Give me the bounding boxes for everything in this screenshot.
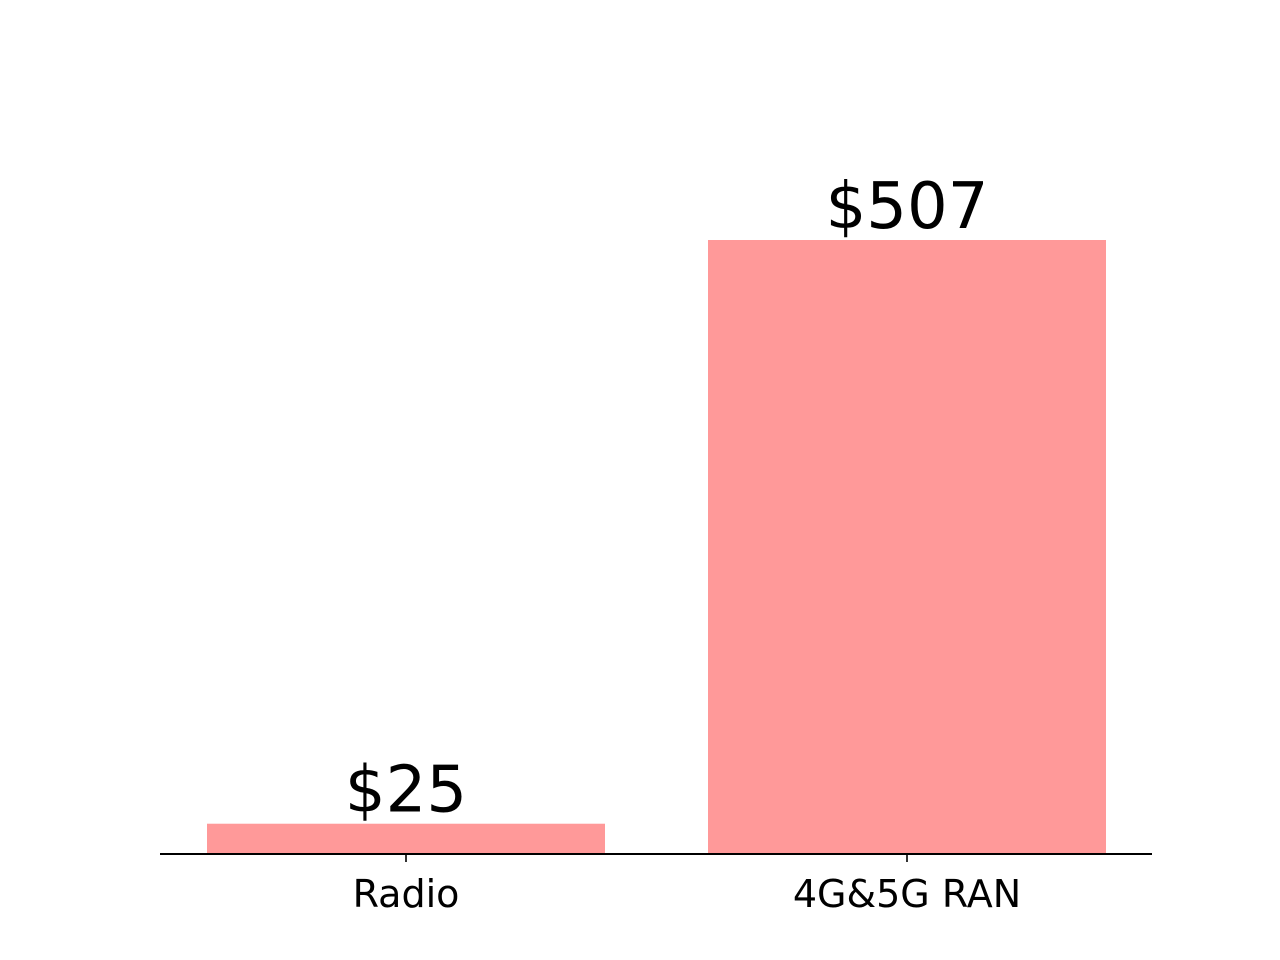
x-tick-labels-group: Radio 4G&5G RAN [353,872,1022,916]
x-ticks-group [405,854,908,862]
x-tick-label-0: Radio [353,872,460,916]
data-labels-group: $25 $507 [345,170,989,828]
bar-0 [207,823,605,854]
bar-1 [708,240,1106,854]
x-tick-label-1: 4G&5G RAN [793,872,1021,916]
data-label-0: $25 [345,754,467,828]
data-label-1: $507 [826,170,989,244]
bars-group [207,240,1106,854]
